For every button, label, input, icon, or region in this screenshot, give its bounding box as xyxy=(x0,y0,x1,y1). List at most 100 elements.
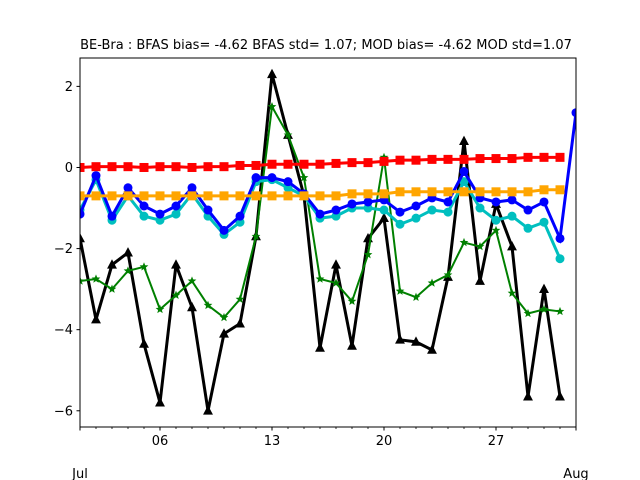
x-tick-label-0: 06 xyxy=(152,434,169,449)
series-1-point-30 xyxy=(555,306,565,316)
series-5-point-25 xyxy=(475,154,485,164)
series-5-point-24 xyxy=(459,154,469,164)
series-5-point-1 xyxy=(91,162,101,172)
series-1-point-25 xyxy=(475,241,485,251)
series-4-point-22 xyxy=(427,187,437,197)
series-2-point-4 xyxy=(139,211,149,221)
series-2-point-28 xyxy=(523,223,533,233)
series-4-point-3 xyxy=(123,191,133,201)
series-4-point-8 xyxy=(203,191,213,201)
series-5-point-15 xyxy=(315,159,325,169)
series-3-point-9 xyxy=(219,225,229,235)
series-0-line xyxy=(80,73,562,412)
series-3-point-18 xyxy=(363,197,373,207)
series-4-point-13 xyxy=(283,191,293,201)
series-0-point-7 xyxy=(187,301,197,312)
series-5-point-26 xyxy=(491,154,501,164)
series-4-point-2 xyxy=(107,191,117,201)
series-0-point-4 xyxy=(139,338,149,348)
series-0-point-21 xyxy=(411,336,421,346)
series-1-point-16 xyxy=(331,278,341,287)
series-0-point-9 xyxy=(219,328,229,338)
series-5-point-21 xyxy=(411,155,421,165)
series-4-point-11 xyxy=(251,191,261,201)
series-0-point-30 xyxy=(555,391,565,401)
series-4-point-21 xyxy=(411,187,421,197)
series-2-point-26 xyxy=(491,215,501,225)
plot-frame xyxy=(79,57,577,428)
series-5-point-10 xyxy=(235,160,245,170)
series-3-point-29 xyxy=(539,197,549,207)
series-0-point-22 xyxy=(427,344,437,354)
series-5-point-20 xyxy=(395,155,405,165)
series-5-point-27 xyxy=(507,154,517,164)
series-1-point-0 xyxy=(80,276,85,285)
series-1-point-11 xyxy=(251,231,261,241)
series-0-point-2 xyxy=(107,259,117,269)
series-3-point-1 xyxy=(91,171,101,181)
series-4-point-16 xyxy=(331,191,341,201)
series-3-point-10 xyxy=(235,211,245,221)
series-4-point-19 xyxy=(379,189,389,199)
series-3-point-26 xyxy=(491,197,501,207)
series-2-point-6 xyxy=(171,209,181,219)
series-4-point-23 xyxy=(443,187,453,197)
series-0-point-17 xyxy=(347,340,357,350)
series-2-point-29 xyxy=(539,217,549,227)
series-1-point-7 xyxy=(187,276,197,285)
series-1-point-28 xyxy=(523,308,533,318)
series-1-point-15 xyxy=(315,274,325,283)
series-0-point-8 xyxy=(203,405,213,415)
series-1-point-3 xyxy=(123,266,133,275)
series-5-point-6 xyxy=(171,162,181,172)
series-3-point-15 xyxy=(315,209,325,219)
series-4-point-12 xyxy=(267,191,277,201)
series-1-point-10 xyxy=(235,294,245,303)
series-1-point-26 xyxy=(491,225,501,235)
x-tick-label-2: 20 xyxy=(376,434,393,449)
series-4-point-6 xyxy=(171,191,181,201)
series-4-point-25 xyxy=(475,187,485,197)
series-5-point-11 xyxy=(251,160,261,170)
series-0-point-28 xyxy=(523,391,533,401)
series-3-point-6 xyxy=(171,201,181,211)
series-4 xyxy=(80,185,565,201)
series-5-point-19 xyxy=(379,156,389,166)
series-2-point-23 xyxy=(443,207,453,217)
y-tick-label-0: 2 xyxy=(65,80,73,95)
x-tick-label-1: 13 xyxy=(264,434,281,449)
series-5-point-4 xyxy=(139,162,149,172)
series-5-point-18 xyxy=(363,158,373,168)
series-5-point-30 xyxy=(555,152,565,162)
series-2-point-21 xyxy=(411,213,421,223)
series-3-point-30 xyxy=(555,233,565,243)
series-3-point-13 xyxy=(283,177,293,187)
series-1-point-27 xyxy=(507,288,517,297)
series-3-point-3 xyxy=(123,183,133,193)
series-3-point-28 xyxy=(523,205,533,215)
series-0-point-24 xyxy=(459,135,469,145)
series-3-point-8 xyxy=(203,205,213,215)
series-3-point-11 xyxy=(251,173,261,183)
series-4-point-9 xyxy=(219,191,229,201)
series-3-point-2 xyxy=(107,211,117,221)
series-1-point-12 xyxy=(267,102,277,111)
series-1-point-1 xyxy=(91,274,101,283)
series-5-point-13 xyxy=(283,159,293,169)
series-0-point-1 xyxy=(91,314,101,324)
x-tick-label-3: 27 xyxy=(488,434,505,449)
series-4-point-24 xyxy=(459,187,469,197)
series-4-point-28 xyxy=(523,187,533,197)
series-1-point-14 xyxy=(299,173,309,182)
series-0-point-27 xyxy=(507,241,517,251)
x-month-label-0: Jul xyxy=(71,467,88,480)
series-4-point-10 xyxy=(235,191,245,201)
series-3-point-16 xyxy=(331,205,341,215)
series-3-point-17 xyxy=(347,199,357,209)
series-5-point-5 xyxy=(155,162,165,172)
series-4-point-1 xyxy=(91,191,101,201)
series-3-point-21 xyxy=(411,201,421,211)
series-4-point-29 xyxy=(539,185,549,195)
